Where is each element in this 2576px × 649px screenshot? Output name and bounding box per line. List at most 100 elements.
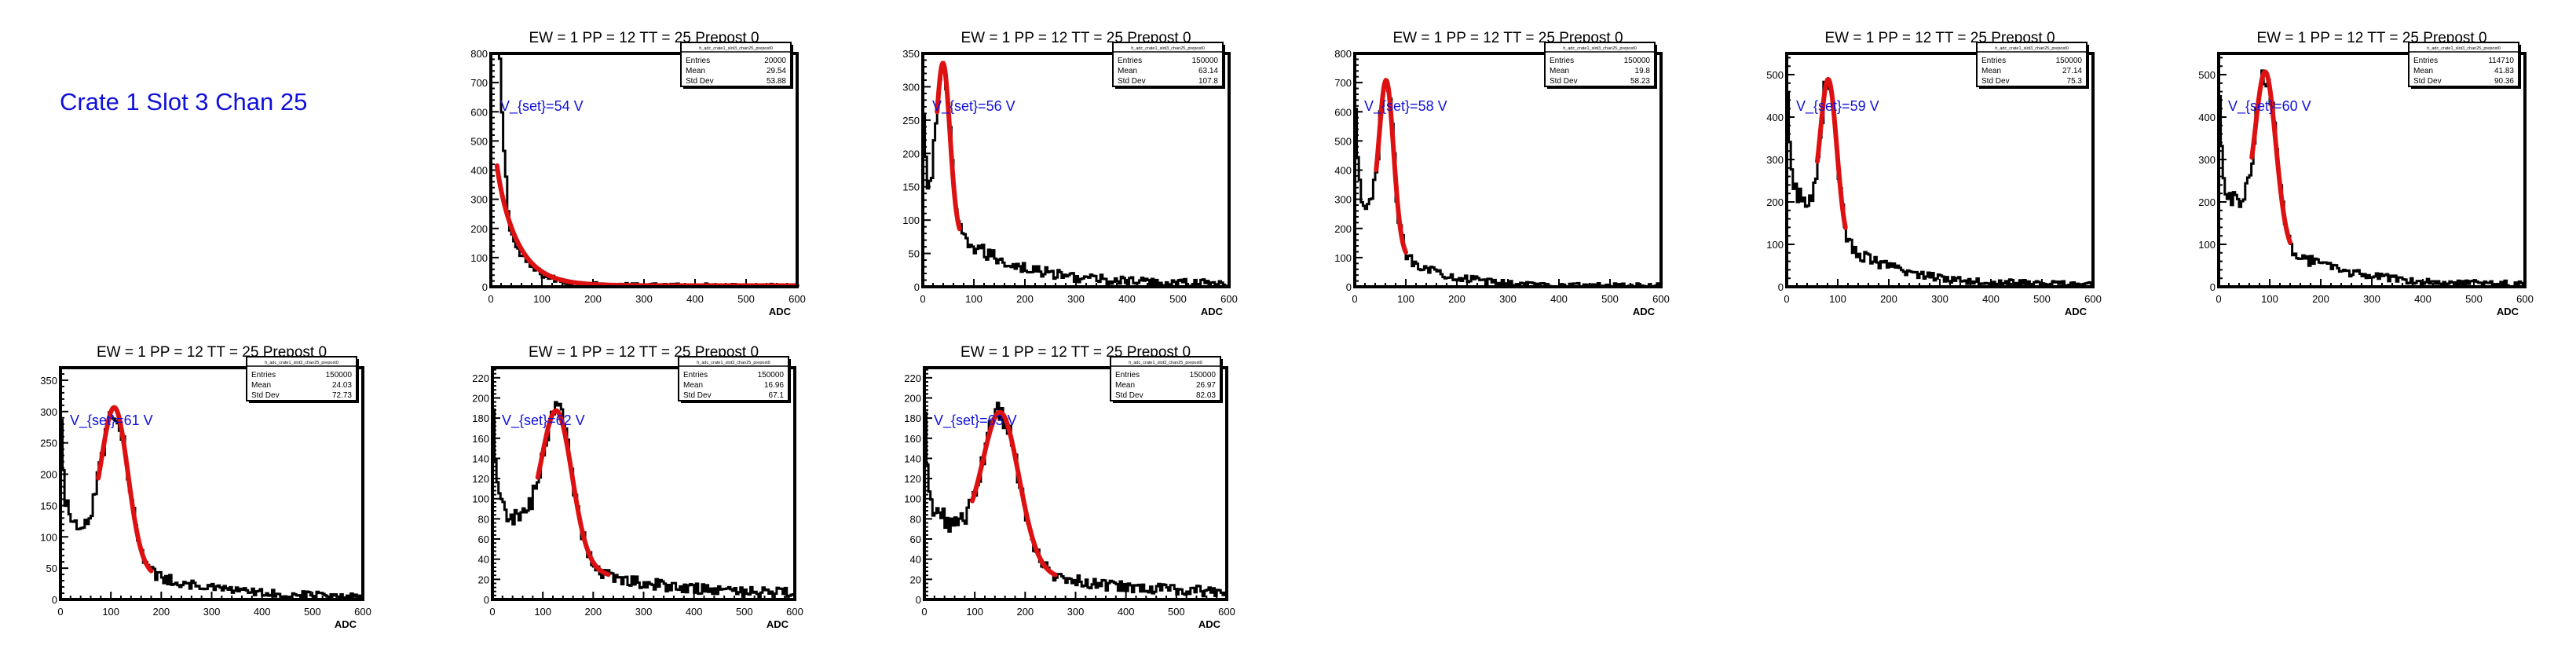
y-tick-label: 500 (1766, 69, 1784, 81)
y-tick-label: 300 (40, 406, 57, 418)
stats-value: 63.14 (1198, 67, 1218, 75)
y-tick-label: 100 (904, 493, 921, 505)
y-tick-label: 20 (910, 574, 921, 585)
x-tick-label: 600 (786, 606, 803, 618)
y-tick-label: 0 (914, 281, 920, 293)
y-tick-label: 200 (472, 392, 489, 404)
x-tick-label: 600 (354, 606, 371, 618)
x-tick-label: 0 (1352, 293, 1357, 305)
stats-key: Mean (686, 67, 705, 75)
y-tick-label: 140 (472, 453, 489, 464)
y-tick-label: 220 (904, 372, 921, 384)
y-tick-label: 150 (40, 500, 57, 512)
y-tick-label: 60 (478, 534, 489, 545)
stats-value: 90.36 (2494, 77, 2514, 86)
stats-box-frame (1976, 42, 2088, 87)
x-axis-label: ADC (1633, 306, 1656, 317)
voltage-annotation: V_{set}=58 V (1364, 98, 1447, 115)
y-tick-label: 350 (40, 375, 57, 387)
y-tick-label: 20 (478, 574, 489, 585)
y-tick-label: 600 (1334, 106, 1352, 118)
y-tick-label: 50 (46, 563, 57, 574)
stats-key: Entries (1550, 57, 1574, 65)
plot-frame (2217, 52, 2527, 288)
x-tick-label: 400 (254, 606, 271, 618)
x-tick-label: 600 (2084, 293, 2102, 305)
x-tick-label: 0 (489, 606, 495, 618)
stats-key: Entries (2413, 57, 2438, 65)
histogram-panel: EW = 1 PP = 12 TT = 25 Prepost 00 100 200 3… (1334, 30, 1670, 317)
stats-value: 75.3 (2067, 77, 2083, 86)
stats-box-frame (680, 42, 792, 87)
plot-frame (59, 366, 364, 601)
voltage-annotation: V_{set}=54 V (500, 98, 584, 115)
stats-box-frame (2408, 42, 2519, 87)
voltage-annotation: V_{set}=63 V (934, 412, 1017, 429)
plot-frame (923, 366, 1228, 601)
stats-box-frame (246, 356, 357, 402)
stats-header: h_adc_crate1_slot3_chan25_prepost0 (699, 46, 773, 51)
x-tick-label: 200 (2312, 293, 2329, 305)
fit-curve (935, 60, 962, 232)
x-tick-label: 400 (686, 606, 703, 618)
stats-value: 26.97 (1196, 381, 1216, 390)
stats-box-frame (678, 356, 789, 402)
stats-header: h_adc_crate1_slot3_chan25_prepost0 (1129, 361, 1202, 365)
x-axis-label: ADC (335, 618, 357, 630)
stats-value: 114710 (2488, 57, 2514, 65)
y-tick-label: 200 (904, 392, 921, 404)
stats-key: Std Dev (1118, 77, 1146, 86)
stats-key: Mean (2413, 67, 2433, 75)
stats-header: h_adc_crate1_slot3_chan25_prepost0 (1995, 46, 2069, 51)
histogram-panel: EW = 1 PP = 12 TT = 25 Prepost 00 100 200 3… (470, 30, 806, 317)
x-tick-label: 200 (584, 606, 602, 618)
y-tick-label: 250 (902, 115, 920, 126)
stats-box: h_adc_crate1_slot3_chan25_prepost0 Entrie… (2408, 42, 2521, 89)
y-tick-label: 700 (1334, 77, 1352, 89)
stats-key: Std Dev (1550, 77, 1578, 86)
x-tick-label: 300 (635, 606, 653, 618)
x-tick-label: 300 (2363, 293, 2380, 305)
fit-curve (1374, 77, 1408, 255)
y-tick-label: 600 (470, 106, 488, 118)
y-tick-label: 200 (1766, 196, 1784, 208)
x-tick-label: 400 (1982, 293, 2000, 305)
x-tick-label: 500 (1168, 606, 1185, 618)
x-tick-label: 500 (1601, 293, 1619, 305)
x-tick-label: 600 (1652, 293, 1670, 305)
stats-value: 72.73 (332, 391, 352, 400)
y-tick-label: 500 (470, 135, 488, 147)
stats-key: Entries (1981, 57, 2006, 65)
stats-box-frame (1112, 42, 1224, 87)
y-tick-label: 120 (904, 473, 921, 485)
y-tick-label: 80 (478, 513, 489, 525)
x-tick-label: 500 (304, 606, 321, 618)
y-tick-label: 500 (2198, 69, 2216, 81)
stats-box: h_adc_crate1_slot3_chan25_prepost0 Entrie… (246, 356, 359, 403)
stats-box: h_adc_crate1_slot3_chan25_prepost0 Entrie… (678, 356, 791, 403)
x-tick-label: 300 (1067, 606, 1085, 618)
stats-value: 20000 (764, 57, 786, 65)
plot-frame (491, 366, 796, 601)
x-tick-label: 100 (534, 606, 551, 618)
stats-key: Entries (686, 57, 710, 65)
y-tick-label: 300 (470, 194, 488, 206)
stats-key: Mean (1550, 67, 1569, 75)
fit-curve (535, 408, 611, 578)
stats-header: h_adc_crate1_slot3_chan25_prepost0 (1563, 46, 1637, 51)
stats-key: Entries (683, 371, 708, 380)
stats-box: h_adc_crate1_slot3_chan25_prepost0 Entrie… (680, 42, 793, 89)
x-tick-label: 100 (966, 606, 983, 618)
stats-box: h_adc_crate1_slot3_chan25_prepost0 Entrie… (1544, 42, 1657, 89)
stats-header: h_adc_crate1_slot3_chan25_prepost0 (2427, 46, 2501, 51)
x-tick-label: 100 (102, 606, 119, 618)
voltage-annotation: V_{set}=61 V (70, 412, 153, 429)
y-tick-label: 400 (470, 165, 488, 177)
stats-value: 24.03 (332, 381, 352, 390)
stats-value: 150000 (326, 371, 353, 380)
stats-box: h_adc_crate1_slot3_chan25_prepost0 Entrie… (1976, 42, 2089, 89)
stats-key: Entries (1118, 57, 1142, 65)
stats-box: h_adc_crate1_slot3_chan25_prepost0 Entrie… (1110, 356, 1223, 403)
stats-value: 29.54 (767, 67, 786, 75)
